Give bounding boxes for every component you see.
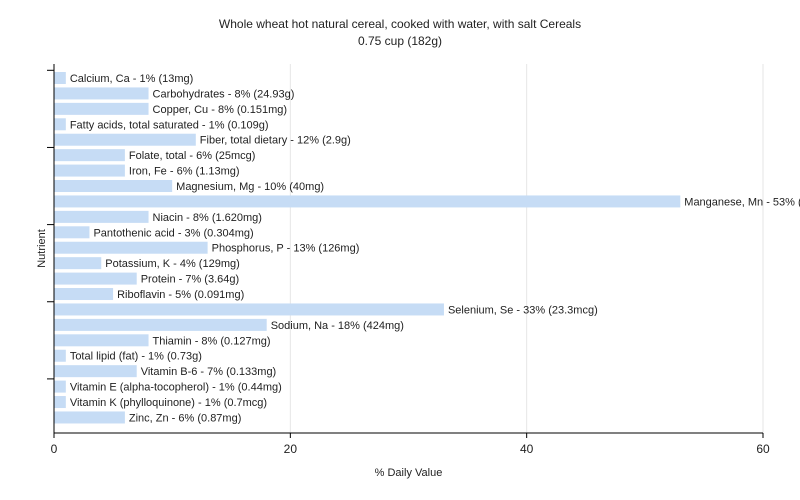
y-axis-label: Nutrient [36, 229, 48, 268]
bar-label: Riboflavin - 5% (0.091mg) [117, 289, 244, 301]
bar-label: Calcium, Ca - 1% (13mg) [70, 73, 193, 85]
bar [54, 272, 137, 285]
bar-label: Protein - 7% (3.64g) [141, 274, 239, 286]
x-tick-label: 60 [756, 442, 770, 456]
bar-label: Selenium, Se - 33% (23.3mcg) [448, 304, 598, 316]
bar-label: Manganese, Mn - 53% (1.061mg) [684, 196, 800, 208]
bar [54, 133, 196, 146]
x-tick-label: 0 [51, 442, 58, 456]
bar-label: Carbohydrates - 8% (24.93g) [153, 88, 295, 100]
bar-label: Vitamin K (phylloquinone) - 1% (0.7mcg) [70, 397, 267, 409]
bar-label: Thiamin - 8% (0.127mg) [153, 335, 271, 347]
bar [54, 318, 267, 331]
bar-label: Iron, Fe - 6% (1.13mg) [129, 166, 240, 178]
bar-label: Niacin - 8% (1.620mg) [153, 212, 262, 224]
bar-label: Magnesium, Mg - 10% (40mg) [176, 181, 324, 193]
bar-label: Fatty acids, total saturated - 1% (0.109… [70, 119, 269, 131]
x-tick-label: 40 [520, 442, 534, 456]
bar-label: Copper, Cu - 8% (0.151mg) [153, 104, 288, 116]
bar-label: Folate, total - 6% (25mcg) [129, 150, 256, 162]
bar-label: Potassium, K - 4% (129mg) [105, 258, 240, 270]
bar [54, 257, 102, 270]
bar [54, 226, 90, 239]
bar [54, 380, 66, 393]
bar-label: Vitamin E (alpha-tocopherol) - 1% (0.44m… [70, 382, 282, 394]
bar [54, 396, 66, 409]
bar [54, 288, 114, 301]
bar [54, 303, 444, 316]
bar-label: Total lipid (fat) - 1% (0.73g) [70, 351, 202, 363]
bar-label: Sodium, Na - 18% (424mg) [271, 320, 404, 332]
bar-label: Fiber, total dietary - 12% (2.9g) [200, 135, 351, 147]
bar-label: Phosphorus, P - 13% (126mg) [212, 243, 360, 255]
bar [54, 180, 173, 193]
x-tick-label: 20 [284, 442, 298, 456]
bar [54, 164, 125, 177]
bar [54, 102, 149, 115]
bar [54, 411, 125, 424]
bar-label: Vitamin B-6 - 7% (0.133mg) [141, 366, 277, 378]
x-axis-label: % Daily Value [375, 467, 443, 479]
bar [54, 334, 149, 347]
bar [54, 241, 208, 254]
chart-subtitle: 0.75 cup (182g) [357, 34, 443, 48]
bar [54, 365, 137, 378]
bar [54, 149, 125, 162]
bar [54, 195, 681, 208]
bar [54, 87, 149, 100]
bar [54, 349, 66, 362]
chart-title: Whole wheat hot natural cereal, cooked w… [218, 17, 582, 31]
bar [54, 210, 149, 223]
bar [54, 72, 66, 84]
bar-label: Zinc, Zn - 6% (0.87mg) [129, 412, 241, 424]
bar-label: Pantothenic acid - 3% (0.304mg) [93, 227, 253, 239]
bar [54, 118, 66, 131]
